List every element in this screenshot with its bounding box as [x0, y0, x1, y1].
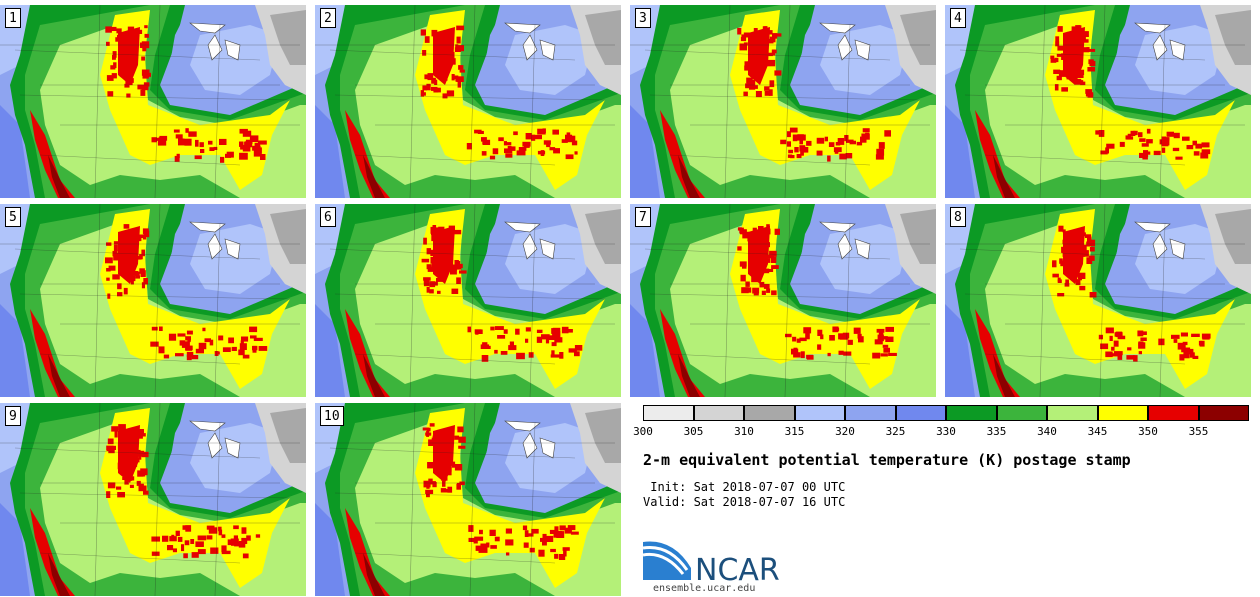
colorbar-tick-label: 310 [734, 425, 754, 438]
colorbar-tick-label: 325 [885, 425, 906, 438]
colorbar-tick-label: 300 [633, 425, 653, 438]
stamp-number-label: 9 [5, 406, 21, 426]
colorbar-segment [996, 405, 1047, 421]
colorbar-tick-label: 320 [835, 425, 855, 438]
stamp-number-label: 7 [635, 207, 651, 227]
colorbar-segment [895, 405, 946, 421]
colorbar [643, 405, 1249, 421]
postage-stamp-map: 7 [630, 204, 936, 397]
colorbar-segment [845, 405, 896, 421]
colorbar-tick-label: 305 [683, 425, 704, 438]
stamp-number-label: 4 [950, 8, 966, 28]
postage-stamp-map: 8 [945, 204, 1251, 397]
postage-stamp-map: 5 [0, 204, 306, 397]
stamp-number-label: 5 [5, 207, 21, 227]
logo-text: NCAR [695, 553, 780, 584]
colorbar-tick-label: 355 [1188, 425, 1209, 438]
colorbar-segment [1198, 405, 1249, 421]
chart-title: 2-m equivalent potential temperature (K)… [643, 451, 1131, 469]
colorbar-tick-label: 340 [1037, 425, 1057, 438]
ncar-logo: NCAR [642, 540, 793, 588]
colorbar-tick-label: 345 [1087, 425, 1108, 438]
colorbar-segment [794, 405, 845, 421]
colorbar-segment [643, 405, 694, 421]
colorbar-segment [1097, 405, 1148, 421]
stamp-number-label: 6 [320, 207, 336, 227]
postage-stamp-map: 10 [315, 403, 621, 596]
postage-stamp-map: 4 [945, 5, 1251, 198]
stamp-number-label: 3 [635, 8, 651, 28]
postage-stamp-map: 9 [0, 403, 306, 596]
logo-url: ensemble.ucar.edu [653, 583, 756, 594]
colorbar-segment [744, 405, 795, 421]
colorbar-tick-label: 335 [986, 425, 1007, 438]
colorbar-segment [693, 405, 744, 421]
colorbar-tick-label: 315 [784, 425, 805, 438]
postage-stamp-map: 6 [315, 204, 621, 397]
colorbar-tick-label: 350 [1138, 425, 1158, 438]
colorbar-segment [1047, 405, 1098, 421]
colorbar-segment [1148, 405, 1199, 421]
stamp-number-label: 8 [950, 207, 966, 227]
stamp-number-label: 1 [5, 8, 21, 28]
init-time: Init: Sat 2018-07-07 00 UTC [643, 480, 846, 494]
postage-stamp-map: 3 [630, 5, 936, 198]
postage-stamp-map: 2 [315, 5, 621, 198]
stamp-number-label: 2 [320, 8, 336, 28]
stamp-number-label: 10 [320, 406, 344, 426]
colorbar-segment [946, 405, 997, 421]
valid-time: Valid: Sat 2018-07-07 16 UTC [643, 495, 846, 509]
colorbar-tick-label: 330 [936, 425, 956, 438]
postage-stamp-map: 1 [0, 5, 306, 198]
